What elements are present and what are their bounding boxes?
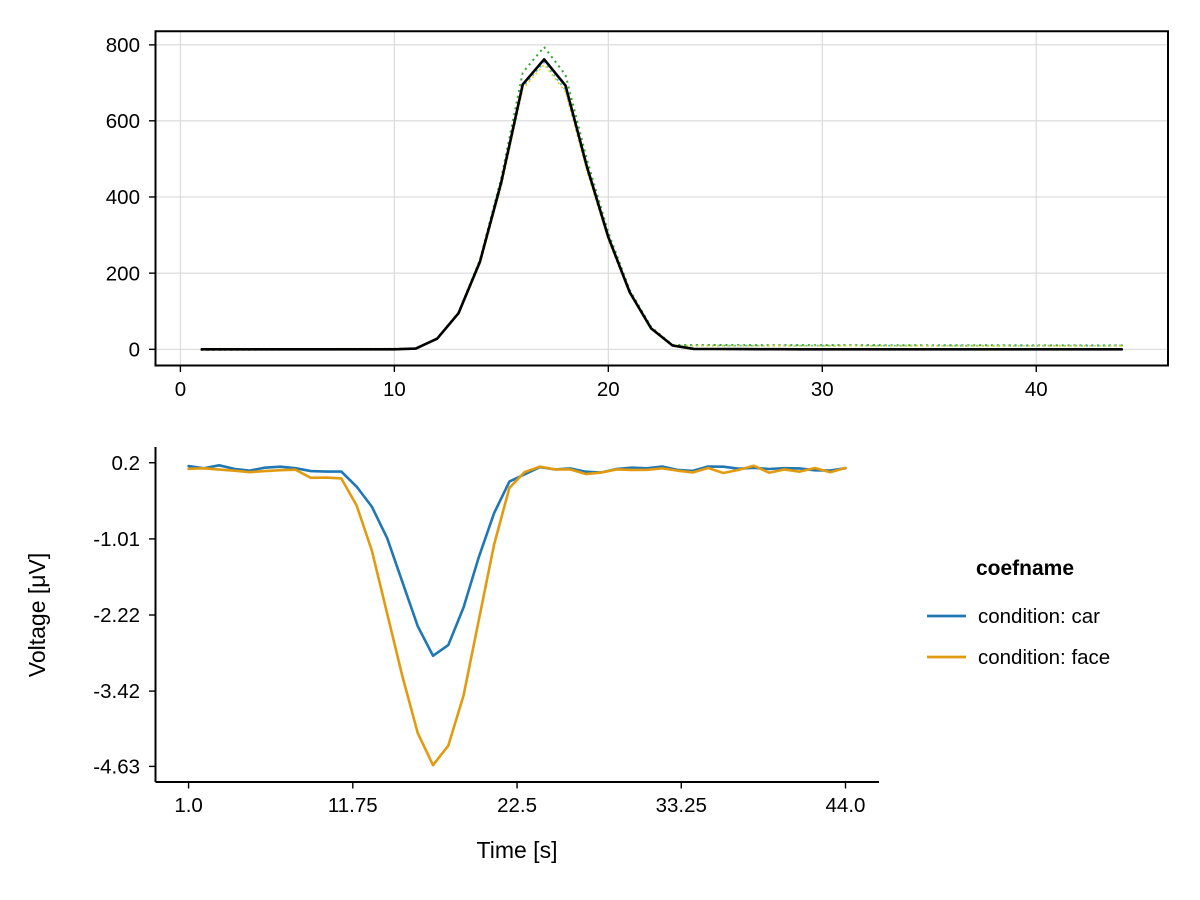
svg-text:-1.01: -1.01 bbox=[93, 528, 140, 551]
svg-text:22.5: 22.5 bbox=[497, 794, 537, 817]
svg-text:200: 200 bbox=[106, 262, 140, 285]
svg-text:coefname: coefname bbox=[976, 557, 1074, 580]
svg-text:800: 800 bbox=[106, 34, 140, 57]
svg-text:-2.22: -2.22 bbox=[93, 604, 140, 627]
svg-text:-4.63: -4.63 bbox=[93, 755, 140, 778]
svg-text:condition: car: condition: car bbox=[978, 605, 1100, 628]
svg-text:-3.42: -3.42 bbox=[93, 680, 140, 703]
svg-text:20: 20 bbox=[597, 378, 620, 401]
svg-text:10: 10 bbox=[383, 378, 406, 401]
svg-text:condition: face: condition: face bbox=[978, 646, 1110, 669]
svg-text:600: 600 bbox=[106, 110, 140, 133]
svg-text:0.2: 0.2 bbox=[112, 452, 141, 475]
svg-text:44.0: 44.0 bbox=[826, 794, 866, 817]
svg-text:40: 40 bbox=[1025, 378, 1048, 401]
svg-text:0: 0 bbox=[129, 339, 140, 362]
svg-text:Time [s]: Time [s] bbox=[477, 837, 558, 863]
svg-text:1.0: 1.0 bbox=[174, 794, 203, 817]
svg-text:33.25: 33.25 bbox=[656, 794, 707, 817]
svg-text:400: 400 bbox=[106, 186, 140, 209]
svg-text:Voltage [μV]: Voltage [μV] bbox=[24, 553, 50, 678]
svg-text:11.75: 11.75 bbox=[328, 794, 378, 817]
svg-text:30: 30 bbox=[811, 378, 834, 401]
svg-text:0: 0 bbox=[175, 378, 186, 401]
